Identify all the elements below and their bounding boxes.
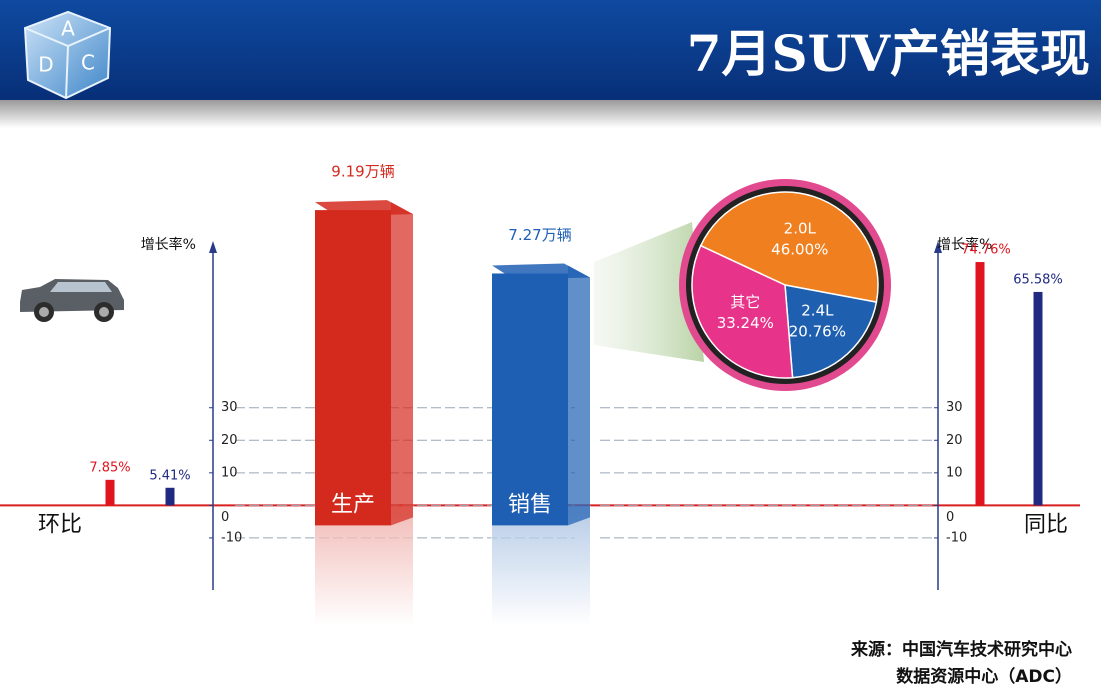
y-tick-label: -10 — [221, 530, 242, 545]
value-label: 74.76% — [961, 243, 1011, 258]
bar — [975, 262, 985, 506]
title: 7月SUV产销表现 — [687, 24, 1090, 83]
y-axis-label: 增长率% — [141, 236, 196, 253]
value-label: 5.41% — [149, 468, 190, 483]
y-tick-label: 10 — [221, 465, 238, 480]
bar-side — [391, 202, 413, 526]
y-tick-label: 10 — [946, 465, 963, 480]
bar — [105, 479, 115, 506]
category-label: 生产 — [331, 492, 375, 517]
y-tick-label: -10 — [946, 530, 967, 545]
value-label: 7.27万辆 — [508, 226, 571, 244]
value-label: 7.85% — [89, 460, 130, 475]
bar — [165, 487, 175, 506]
source: 来源：中国汽车技术研究中心 — [850, 639, 1072, 660]
source: 数据资源中心（ADC） — [896, 666, 1072, 687]
logo-letter: D — [38, 53, 53, 77]
y-tick-label: 0 — [946, 510, 954, 525]
car-icon — [20, 279, 124, 322]
y-tick-label: 30 — [221, 400, 238, 415]
value-label: 65.58% — [1013, 272, 1063, 287]
bar-side — [568, 265, 590, 526]
bar — [1033, 291, 1043, 506]
logo-letter: A — [61, 17, 75, 41]
header-band — [0, 0, 1101, 100]
y-tick-label: 0 — [221, 510, 229, 525]
header-shadow — [0, 100, 1101, 128]
slice-label: 2.4L — [801, 301, 834, 319]
logo: A D C — [23, 10, 112, 100]
axis-arrow — [934, 241, 942, 253]
bar — [492, 273, 568, 526]
side-label: 同比 — [1024, 512, 1068, 537]
slice-value: 46.00% — [771, 240, 828, 258]
pie-slice — [784, 284, 878, 379]
slice-value: 33.24% — [717, 314, 774, 332]
pie-slice — [691, 244, 794, 379]
y-axis-label: 增长率% — [937, 236, 992, 253]
axis-arrow — [209, 241, 217, 253]
y-tick-label: 20 — [221, 433, 238, 448]
logo-letter: C — [81, 51, 95, 75]
value-label: 9.19万辆 — [331, 163, 394, 181]
y-tick-label: 20 — [946, 433, 963, 448]
slice-value: 20.76% — [789, 322, 846, 340]
bar — [315, 210, 391, 526]
slice-label: 其它 — [730, 293, 760, 311]
pie-slice — [699, 191, 879, 303]
category-label: 销售 — [508, 492, 552, 517]
slice-label: 2.0L — [784, 219, 817, 237]
pie-connector — [594, 222, 704, 362]
y-tick-label: 30 — [946, 400, 963, 415]
side-label: 环比 — [38, 512, 82, 537]
